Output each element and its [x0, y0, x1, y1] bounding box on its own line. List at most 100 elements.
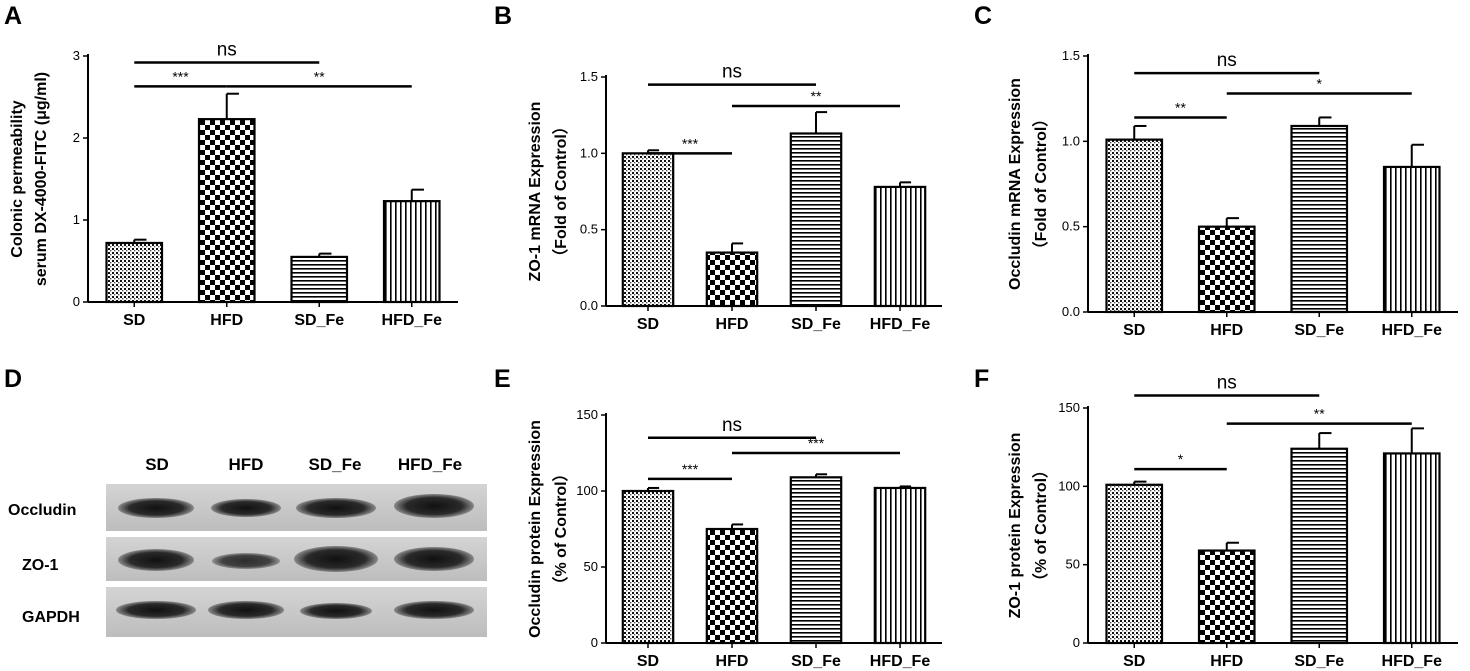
panel-label-e: E: [494, 365, 511, 393]
bar-hfd: [1197, 225, 1256, 314]
blot-band: [394, 547, 474, 571]
bar-sd-fe: [789, 476, 843, 645]
significance-label: **: [314, 68, 325, 84]
y-axis-label: （% of Control）: [552, 465, 570, 592]
y-axis-label: serum DX-4000-FITC (μg/ml): [33, 72, 50, 286]
x-tick-label-sd-fe: SD_Fe: [294, 312, 344, 329]
x-tick-label-hfd-fe: HFD_Fe: [1382, 322, 1443, 339]
x-tick-label-hfd: HFD: [1210, 653, 1243, 670]
y-axis-label: （Fold of Control）: [552, 118, 570, 265]
x-tick-label-hfd: HFD: [1210, 322, 1243, 339]
y-axis-label: （% of Control）: [1032, 462, 1050, 589]
blot-band: [294, 546, 378, 572]
panel-label-a: A: [4, 2, 22, 30]
bar-hfd-fe: [873, 486, 927, 645]
significance-label: ns: [217, 40, 237, 61]
x-tick-label-hfd-fe: HFD_Fe: [870, 653, 931, 670]
blot-band: [300, 603, 372, 619]
x-tick-label-sd-fe: SD_Fe: [1294, 653, 1344, 670]
bar-hfd: [1197, 549, 1256, 645]
bar-sd-fe: [1290, 124, 1349, 314]
chart-panel-e: 0 50 100 150 SD HFD SD_Fe HFD_Fe ns *** *** Occludi…: [527, 407, 942, 670]
blot-row-label-occludin: Occludin: [8, 502, 76, 519]
significance-label: **: [1175, 99, 1186, 115]
y-tick-label: 100: [1058, 478, 1080, 493]
blot-lane-label-sd-fe: SD_Fe: [309, 455, 362, 474]
significance-label: *: [1317, 76, 1323, 92]
significance-label: ns: [1217, 50, 1237, 71]
x-tick-label-hfd: HFD: [716, 316, 749, 333]
bar-hfd: [197, 118, 256, 304]
bar-sd-fe: [1290, 447, 1349, 645]
blot-band: [116, 601, 196, 619]
bar-hfd-fe: [382, 200, 441, 304]
panel-label-f: F: [974, 365, 989, 393]
x-tick-label-sd: SD: [123, 312, 145, 329]
y-tick-label: 0.0: [1062, 304, 1080, 319]
blot-band: [211, 499, 281, 517]
y-tick-label: 100: [576, 483, 598, 498]
y-axis-label: ZO-1 protein Expression: [1007, 433, 1024, 619]
y-axis-label: Occludin protein Expression: [527, 420, 544, 638]
y-tick-label: 2: [73, 130, 80, 145]
y-tick-label: 50: [1066, 557, 1080, 572]
y-tick-label: 1.0: [580, 145, 598, 160]
y-tick-label: 150: [1058, 400, 1080, 415]
significance-label: ***: [682, 461, 699, 477]
y-tick-label: 1.5: [580, 69, 598, 84]
x-tick-label-hfd-fe: HFD_Fe: [382, 312, 443, 329]
y-tick-label: 1.5: [1062, 48, 1080, 63]
x-tick-label-hfd-fe: HFD_Fe: [870, 316, 931, 333]
blot-band: [212, 553, 280, 569]
blot-band: [208, 601, 284, 619]
bar-sd: [1105, 483, 1164, 645]
chart-panel-b: 0.00.51.01.5SD HFD SD_Fe HFD_Fens*****ZO-1 …: [527, 62, 942, 333]
blot-lane-label-hfd-fe: HFD_Fe: [398, 455, 462, 474]
bar-hfd-fe: [873, 185, 927, 308]
blot-lane-label-sd: SD: [145, 455, 169, 474]
y-tick-label: 0.0: [580, 298, 598, 313]
bar-hfd-fe: [1382, 452, 1441, 645]
y-axis-label: Colonic permeability: [9, 100, 26, 257]
bar-sd: [621, 489, 675, 645]
significance-label: ***: [172, 68, 189, 84]
western-blot: SD HFD SD_Fe HFD_Fe Occludin ZO-1 GAPDH: [8, 455, 487, 637]
y-tick-label: 0: [591, 635, 598, 650]
bar-hfd-fe: [1382, 165, 1441, 314]
significance-label: ns: [1217, 372, 1237, 393]
significance-label: ns: [722, 415, 742, 436]
significance-label: ***: [808, 435, 825, 451]
bar-sd: [621, 152, 675, 308]
y-axis-label: ZO-1 mRNA Expression: [527, 102, 544, 282]
y-tick-label: 3: [73, 48, 80, 63]
x-tick-label-hfd: HFD: [716, 653, 749, 670]
x-tick-label-sd: SD: [1123, 653, 1145, 670]
y-tick-label: 0: [1073, 635, 1080, 650]
bar-sd: [105, 241, 164, 304]
x-tick-label-hfd: HFD: [210, 312, 243, 329]
x-tick-label-sd: SD: [637, 316, 659, 333]
blot-band: [296, 498, 376, 518]
x-tick-label-sd: SD: [1123, 322, 1145, 339]
x-tick-label-sd-fe: SD_Fe: [791, 653, 841, 670]
blot-band: [118, 498, 194, 518]
x-tick-label-sd: SD: [637, 653, 659, 670]
bar-hfd: [705, 251, 759, 308]
blot-row-label-zo1: ZO-1: [22, 557, 59, 574]
x-tick-label-sd-fe: SD_Fe: [1294, 322, 1344, 339]
panel-label-b: B: [494, 2, 512, 30]
significance-label: **: [1314, 406, 1325, 422]
y-tick-label: 0.5: [580, 222, 598, 237]
blot-lane-label-hfd: HFD: [229, 455, 264, 474]
blot-row-label-gapdh: GAPDH: [22, 609, 80, 626]
significance-label: ***: [682, 135, 699, 151]
chart-panel-c: 0.00.51.01.5SD HFD SD_Fe HFD_Fens***Occludi…: [1007, 48, 1458, 339]
panel-label-d: D: [4, 365, 22, 393]
bar-sd: [1105, 138, 1164, 314]
significance-label: ns: [722, 62, 742, 83]
y-axis-label: （Fold of Control）: [1032, 111, 1050, 258]
